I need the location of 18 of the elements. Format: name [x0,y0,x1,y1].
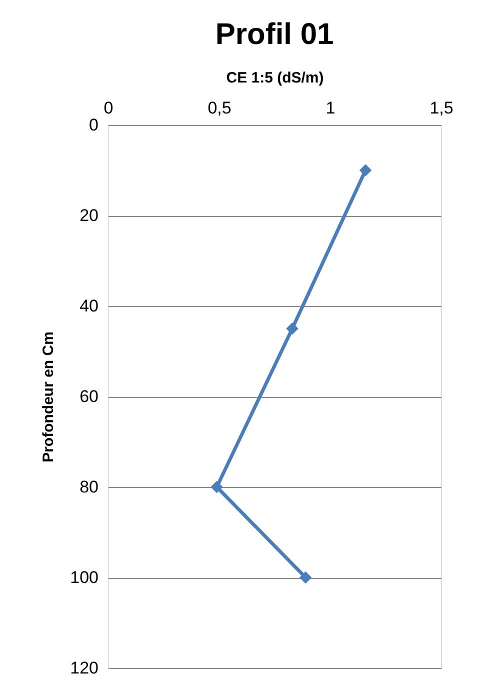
x-tick-label: 1 [326,98,336,118]
y-tick-label: 20 [80,206,98,225]
point [359,164,372,176]
x-axis-title: CE 1:5 (dS/m) [226,70,324,86]
y-tick-label: 60 [80,387,98,406]
y-tick-label: 40 [80,296,98,316]
x-tick-label: 0 [104,98,114,118]
point [286,322,298,335]
x-tick-label: 0,5 [208,98,232,118]
y-tick-label: 120 [70,658,98,678]
y-tick-label: 80 [80,478,98,496]
y-axis-title: Profondeur en Cm [40,332,58,462]
y-tick-label: 100 [70,568,98,587]
point [210,480,223,494]
y-tick-label: 0 [89,116,98,134]
x-tick-label: 1,5 [430,98,454,118]
chart-title: Profil 01 [215,18,334,51]
point [299,571,312,584]
